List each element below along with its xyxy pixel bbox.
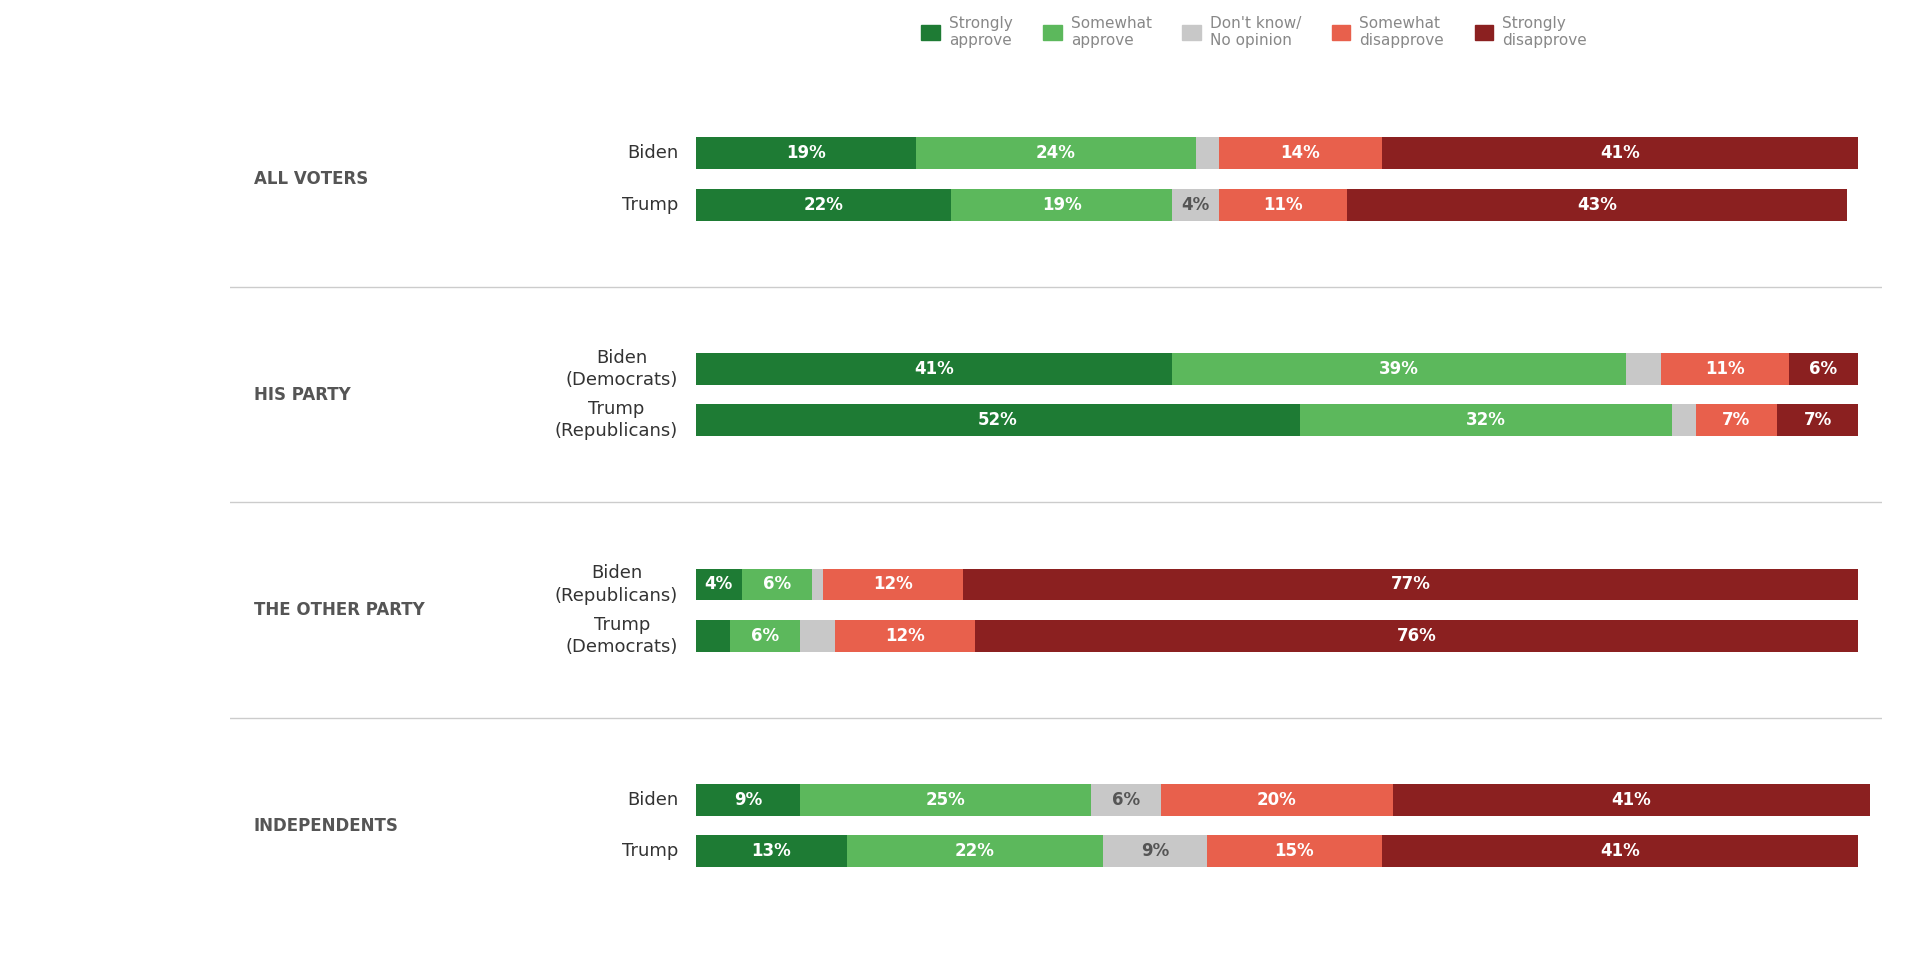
Bar <box>1626 353 1661 385</box>
Bar <box>1091 784 1162 816</box>
Bar <box>975 620 1859 652</box>
Text: 9%: 9% <box>733 791 762 809</box>
Text: 22%: 22% <box>803 196 843 214</box>
Bar <box>801 784 1091 816</box>
Bar <box>1196 137 1219 169</box>
Bar <box>824 568 964 600</box>
Text: 6%: 6% <box>1112 791 1140 809</box>
Text: 52%: 52% <box>977 411 1018 429</box>
Text: 20%: 20% <box>1258 791 1296 809</box>
Text: 6%: 6% <box>762 575 791 593</box>
Bar <box>695 189 950 221</box>
Text: 77%: 77% <box>1390 575 1430 593</box>
Text: 4%: 4% <box>705 575 733 593</box>
Bar <box>695 568 741 600</box>
Bar <box>1382 835 1859 867</box>
Bar <box>964 568 1859 600</box>
Bar <box>1695 404 1776 436</box>
Bar <box>1300 404 1672 436</box>
Text: Biden
(Democrats): Biden (Democrats) <box>566 348 678 389</box>
Text: ALL VOTERS: ALL VOTERS <box>253 170 369 188</box>
Text: 6%: 6% <box>1809 360 1837 378</box>
Bar <box>1208 835 1382 867</box>
Text: 24%: 24% <box>1037 144 1075 162</box>
Bar <box>1102 835 1208 867</box>
Bar <box>1219 137 1382 169</box>
Text: 4%: 4% <box>1181 196 1210 214</box>
Text: 6%: 6% <box>751 627 780 645</box>
Bar <box>741 568 812 600</box>
Bar <box>1661 353 1789 385</box>
Text: Biden: Biden <box>626 791 678 809</box>
Text: INDEPENDENTS: INDEPENDENTS <box>253 817 399 834</box>
Bar <box>801 620 835 652</box>
Bar <box>695 353 1173 385</box>
Text: Trump
(Republicans): Trump (Republicans) <box>555 400 678 441</box>
Text: 41%: 41% <box>914 360 954 378</box>
Text: 76%: 76% <box>1396 627 1436 645</box>
Text: 7%: 7% <box>1803 411 1832 429</box>
Text: Trump: Trump <box>622 842 678 860</box>
Legend: Strongly
approve, Somewhat
approve, Don't know/
No opinion, Somewhat
disapprove,: Strongly approve, Somewhat approve, Don'… <box>922 15 1586 48</box>
Bar <box>1346 189 1847 221</box>
Bar <box>695 137 916 169</box>
Bar <box>1394 784 1870 816</box>
Text: Trump
(Democrats): Trump (Democrats) <box>566 615 678 656</box>
Bar <box>950 189 1173 221</box>
Bar <box>1382 137 1859 169</box>
Text: 41%: 41% <box>1599 842 1640 860</box>
Bar <box>695 620 730 652</box>
Text: 41%: 41% <box>1611 791 1651 809</box>
Bar <box>812 568 824 600</box>
Bar <box>695 784 801 816</box>
Bar <box>1672 404 1695 436</box>
Bar <box>1173 353 1626 385</box>
Bar <box>847 835 1102 867</box>
Bar <box>1162 784 1394 816</box>
Bar <box>916 137 1196 169</box>
Text: 43%: 43% <box>1576 196 1617 214</box>
Text: HIS PARTY: HIS PARTY <box>253 386 351 403</box>
Text: 41%: 41% <box>1599 144 1640 162</box>
Text: THE OTHER PARTY: THE OTHER PARTY <box>253 601 424 619</box>
Bar <box>1173 189 1219 221</box>
Bar <box>730 620 801 652</box>
Text: 32%: 32% <box>1467 411 1505 429</box>
Text: 9%: 9% <box>1140 842 1169 860</box>
Bar <box>695 404 1300 436</box>
Text: 11%: 11% <box>1705 360 1745 378</box>
Text: 11%: 11% <box>1263 196 1302 214</box>
Text: 19%: 19% <box>1043 196 1081 214</box>
Text: 7%: 7% <box>1722 411 1751 429</box>
Text: 22%: 22% <box>954 842 995 860</box>
Text: 39%: 39% <box>1379 360 1419 378</box>
Text: 25%: 25% <box>925 791 966 809</box>
Text: 14%: 14% <box>1281 144 1321 162</box>
Bar <box>835 620 975 652</box>
Bar <box>1776 404 1859 436</box>
Text: 12%: 12% <box>874 575 914 593</box>
Text: 13%: 13% <box>751 842 791 860</box>
Text: Trump: Trump <box>622 196 678 214</box>
Bar <box>695 835 847 867</box>
Bar <box>1789 353 1859 385</box>
Bar <box>1219 189 1346 221</box>
Text: Biden: Biden <box>626 144 678 162</box>
Text: 19%: 19% <box>785 144 826 162</box>
Text: 12%: 12% <box>885 627 925 645</box>
Text: Biden
(Republicans): Biden (Republicans) <box>555 564 678 605</box>
Text: 15%: 15% <box>1275 842 1313 860</box>
